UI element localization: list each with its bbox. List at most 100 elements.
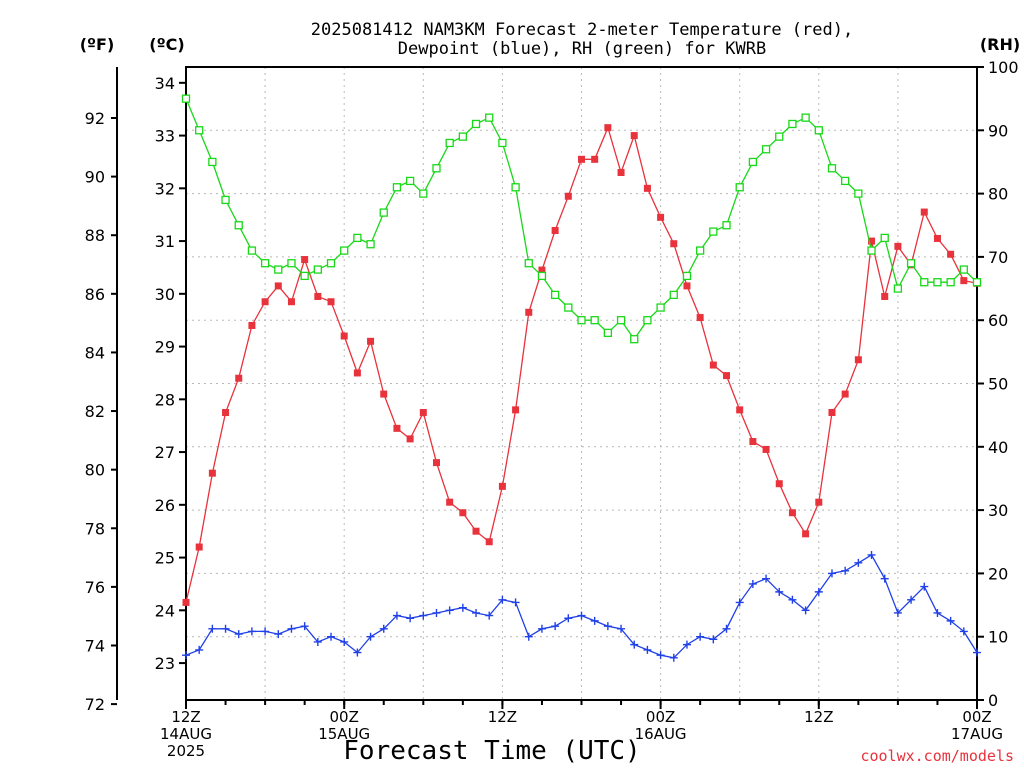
x-tick-label: 00Z xyxy=(646,708,675,726)
celsius-tick-label: 30 xyxy=(155,285,175,304)
temperature-point xyxy=(367,337,375,345)
rh-point xyxy=(392,183,402,192)
rh-point xyxy=(550,290,560,300)
dewpoint-point xyxy=(234,630,243,639)
dewpoint-point xyxy=(287,624,296,633)
dewpoint-point xyxy=(247,627,256,636)
temperature-point xyxy=(525,308,533,316)
rh-point xyxy=(920,278,929,287)
fahrenheit-tick-label: 74 xyxy=(85,636,105,655)
dewpoint-point xyxy=(775,587,784,596)
rh-point xyxy=(208,157,217,167)
temperature-point xyxy=(788,509,796,517)
rh-point xyxy=(313,265,322,274)
temperature-point xyxy=(683,282,691,290)
chart-title-line-2: Dewpoint (blue), RH (green) for KWRB xyxy=(398,39,766,59)
dewpoint-point xyxy=(485,611,494,620)
temperature-point xyxy=(432,459,440,467)
temperature-point xyxy=(920,208,928,216)
dewpoint-point xyxy=(933,608,942,617)
rh-point xyxy=(458,132,468,141)
dewpoint-point xyxy=(524,632,533,641)
temperature-point xyxy=(868,237,876,245)
fahrenheit-tick-label: 88 xyxy=(85,226,105,245)
fahrenheit-tick-label: 82 xyxy=(85,402,105,421)
rh-point xyxy=(247,246,257,255)
credit-link[interactable]: coolwx.com/models xyxy=(860,747,1014,765)
temperature-point xyxy=(657,213,665,221)
dewpoint-point xyxy=(392,611,401,620)
temperature-point xyxy=(208,469,216,477)
temperature-point xyxy=(604,124,612,132)
fahrenheit-tick-label: 72 xyxy=(85,695,105,714)
dewpoint-point xyxy=(366,632,375,641)
temperature-point xyxy=(802,530,810,538)
temperature-point xyxy=(854,356,862,364)
rh-point xyxy=(748,157,758,167)
dewpoint-point xyxy=(379,624,388,633)
fahrenheit-tick-label: 76 xyxy=(85,578,105,597)
rh-point xyxy=(959,265,968,274)
fahrenheit-axis-unit: (ºF) xyxy=(80,35,115,54)
temperature-point xyxy=(670,240,678,248)
rh-point xyxy=(445,138,454,148)
temperature-point xyxy=(551,227,559,235)
rh-tick-label: 100 xyxy=(988,58,1019,77)
celsius-tick-label: 28 xyxy=(155,390,175,409)
fahrenheit-tick-label: 78 xyxy=(85,519,105,538)
celsius-tick-label: 26 xyxy=(155,496,175,515)
dewpoint-point xyxy=(735,598,744,607)
temperature-point xyxy=(195,543,203,551)
temperature-point xyxy=(498,482,506,490)
temperature-point xyxy=(459,509,467,517)
rh-point xyxy=(405,176,415,186)
dewpoint-point xyxy=(946,616,955,625)
dewpoint-point xyxy=(603,622,612,631)
temperature-point xyxy=(564,192,572,200)
celsius-tick-label: 32 xyxy=(155,179,175,198)
temperature-point xyxy=(314,292,322,300)
dewpoint-point xyxy=(274,630,283,639)
temperature-point xyxy=(749,438,757,446)
temperature-point xyxy=(419,409,427,417)
dewpoint-point xyxy=(537,624,546,633)
temperature-point xyxy=(261,298,269,306)
temperature-point xyxy=(235,374,243,382)
fahrenheit-tick-label: 90 xyxy=(85,168,105,187)
dewpoint-point xyxy=(669,653,678,662)
celsius-tick-label: 34 xyxy=(155,74,175,93)
dewpoint-point xyxy=(682,640,691,649)
fahrenheit-tick-label: 84 xyxy=(85,343,105,362)
rh-point xyxy=(485,113,494,122)
dewpoint-point xyxy=(432,608,441,617)
temperature-point xyxy=(485,538,493,546)
temperature-point xyxy=(630,132,638,140)
rh-tick-label: 0 xyxy=(988,691,998,710)
x-axis-label: Forecast Time (UTC) xyxy=(343,736,640,766)
dewpoint-point xyxy=(867,550,876,559)
rh-tick-label: 40 xyxy=(988,438,1008,457)
fahrenheit-tick-label: 86 xyxy=(85,285,105,304)
rh-point xyxy=(827,164,837,173)
dewpoint-point xyxy=(498,595,507,604)
dewpoint-point xyxy=(656,651,665,660)
x-tick-label: 00Z xyxy=(330,708,359,726)
rh-point xyxy=(761,145,771,154)
dewpoint-point xyxy=(406,614,415,623)
rh-tick-label: 70 xyxy=(988,248,1008,267)
temperature-point xyxy=(340,332,348,340)
x-tick-label: 16AUG xyxy=(635,725,687,743)
temperature-point xyxy=(393,424,401,432)
rh-point xyxy=(630,335,639,344)
temperature-point xyxy=(538,266,546,274)
rh-tick-label: 80 xyxy=(988,185,1008,204)
rh-point xyxy=(841,176,850,186)
temperature-point xyxy=(287,298,295,306)
rh-point xyxy=(854,189,863,198)
dewpoint-point xyxy=(564,614,573,623)
rh-point xyxy=(603,328,613,338)
celsius-tick-label: 24 xyxy=(155,601,175,620)
dewpoint-point xyxy=(854,558,863,567)
temperature-point xyxy=(380,390,388,398)
